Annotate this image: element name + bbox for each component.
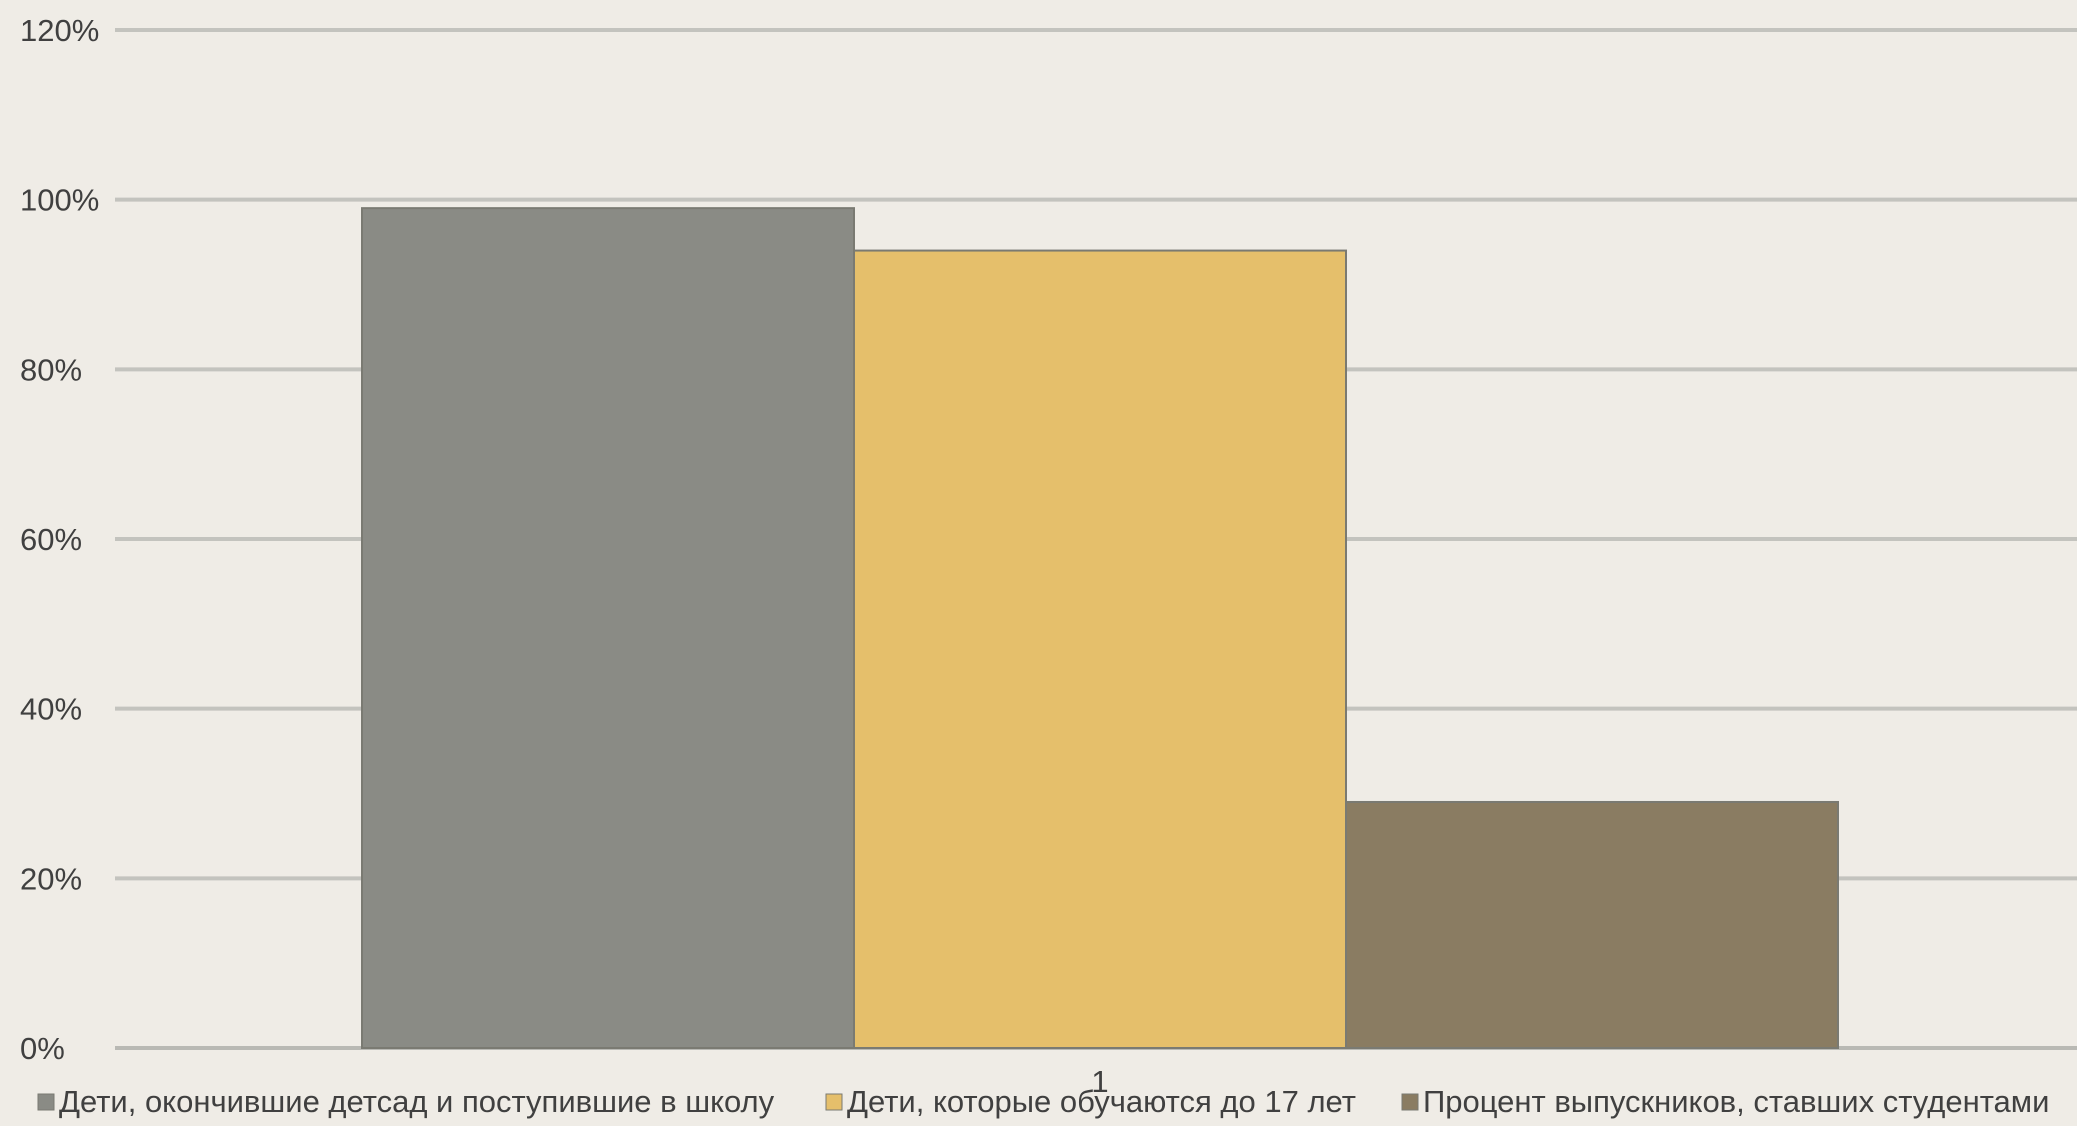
x-tick-label: 1 — [1091, 1064, 1108, 1099]
y-tick-label: 20% — [20, 861, 82, 896]
bar-series-2 — [853, 249, 1347, 1050]
legend-label: Дети, которые обучаются до 17 лет — [847, 1084, 1356, 1119]
legend-label: Процент выпускников, ставших студентами — [1423, 1084, 2049, 1119]
legend-label: Дети, окончившие детсад и поступившие в … — [59, 1084, 775, 1119]
bar-series-3 — [1345, 800, 1839, 1049]
x-axis-ticks: 1 — [1091, 1064, 1108, 1099]
y-tick-label: 120% — [20, 13, 99, 48]
y-tick-label: 60% — [20, 522, 82, 557]
legend-swatch — [37, 1093, 55, 1111]
legend-swatch — [1401, 1093, 1419, 1111]
y-tick-label: 80% — [20, 352, 82, 387]
y-tick-label: 100% — [20, 183, 99, 218]
bars — [361, 207, 1839, 1050]
bar-series-1 — [361, 207, 855, 1049]
legend: Дети, окончившие детсад и поступившие в … — [37, 1084, 2049, 1119]
y-tick-label: 40% — [20, 692, 82, 727]
y-axis-ticks: 0% 20% 40% 60% 80% 100% 120% — [20, 13, 99, 1066]
y-tick-label: 0% — [20, 1031, 65, 1066]
legend-swatch — [825, 1093, 843, 1111]
